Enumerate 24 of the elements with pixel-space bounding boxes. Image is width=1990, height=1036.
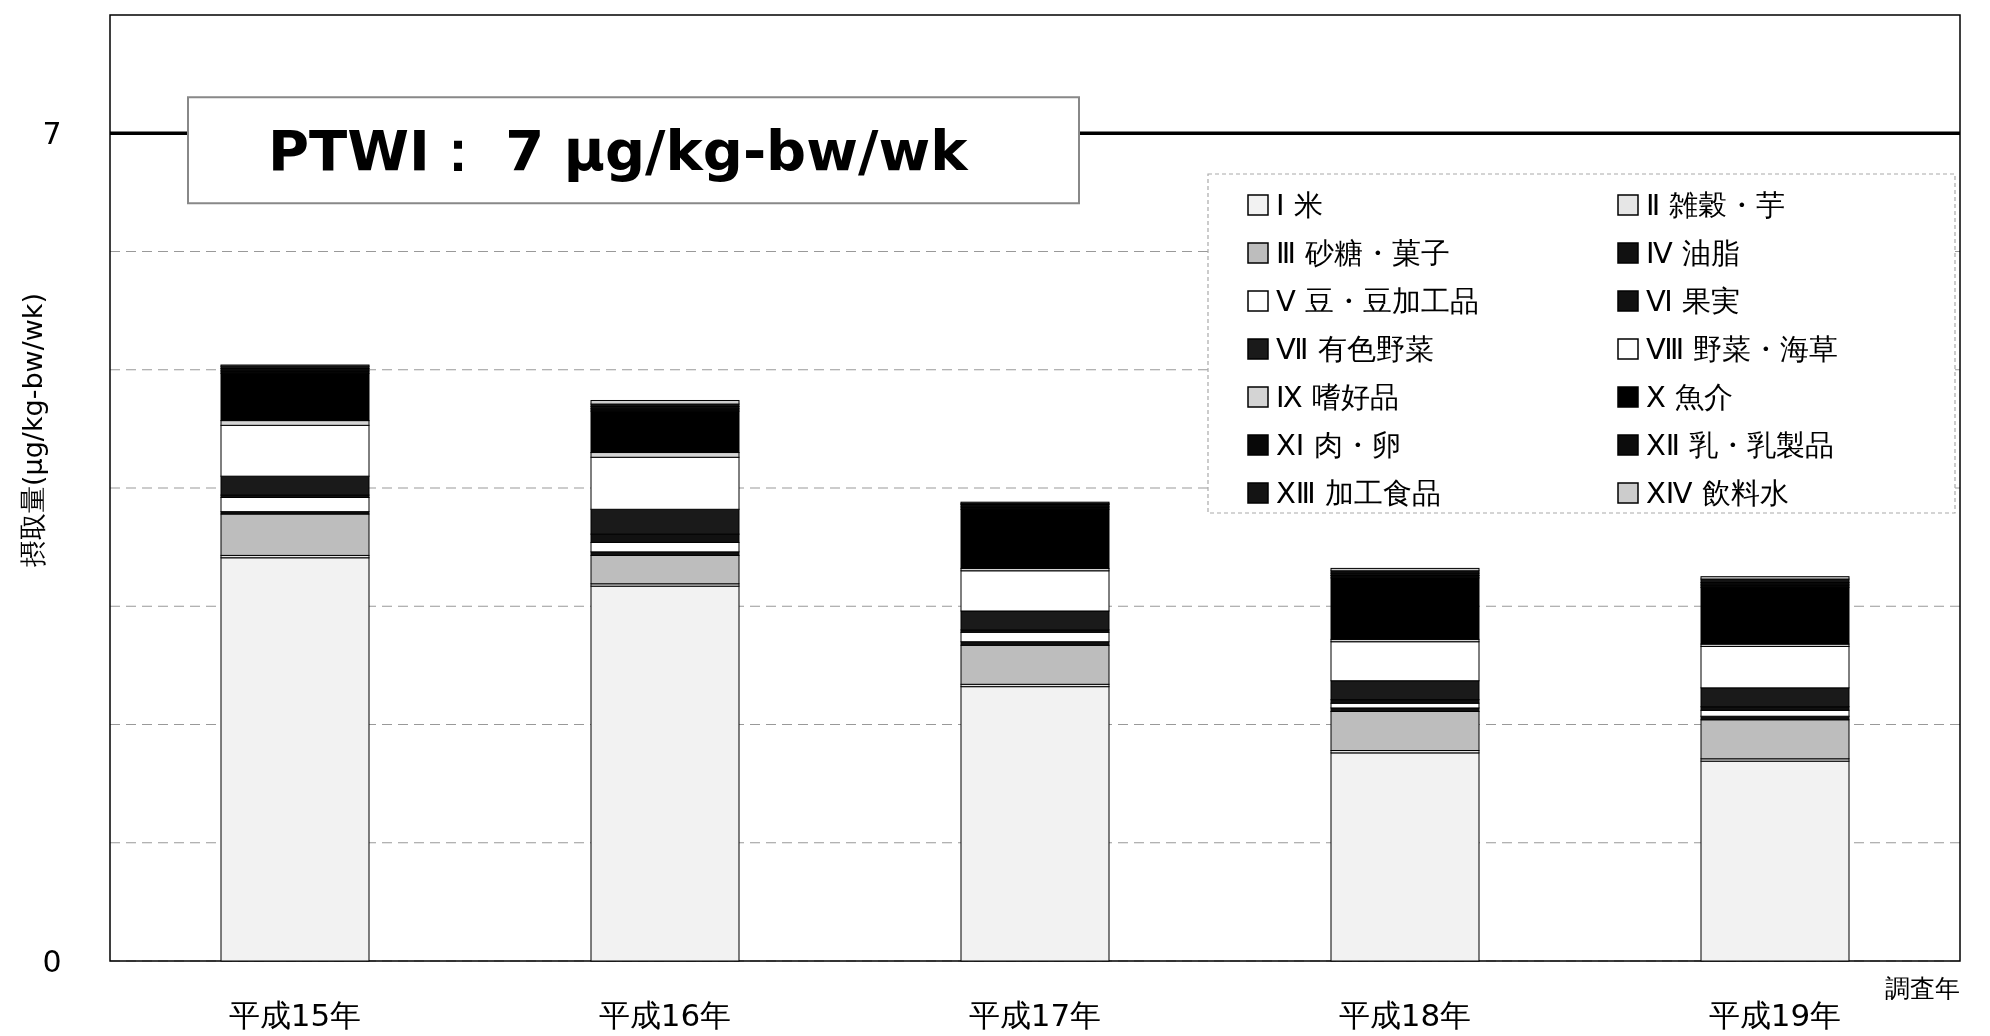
legend-label: Ⅷ 野菜・海草 [1646,332,1839,366]
y-axis-title: 摂取量(μg/kg-bw/wk) [16,292,48,568]
legend-label: Ⅶ 有色野菜 [1276,332,1434,366]
legend-label: Ⅰ 米 [1276,188,1323,222]
x-tick-label: 平成17年 [968,997,1102,1033]
x-tick-label: 平成18年 [1338,997,1472,1033]
ref-line-label: PTWI： 7 μg/kg-bw/wk [268,117,970,183]
y-tick-label: 0 [42,943,62,979]
x-tick-label: 平成16年 [598,997,732,1033]
legend-label: Ⅵ 果実 [1646,284,1740,318]
legend-label: Ⅴ 豆・豆加工品 [1276,284,1480,318]
x-tick-label: 平成19年 [1708,997,1842,1033]
x-tick-label: 平成15年 [228,997,362,1033]
legend-label: ⅩⅠ 肉・卵 [1276,428,1401,462]
legend-label: Ⅸ 嗜好品 [1276,380,1399,414]
legend-label: Ⅳ 油脂 [1646,236,1740,270]
legend-label: ⅩⅢ 加工食品 [1276,476,1442,510]
legend-label: Ⅲ 砂糖・菓子 [1276,236,1451,270]
legend-label: ⅩⅡ 乳・乳製品 [1646,428,1835,462]
legend-label: Ⅱ 雑穀・芋 [1646,188,1786,222]
legend-label: ⅩⅣ 飲料水 [1646,476,1789,510]
x-axis-title: 調査年 [1884,973,1960,1003]
y-tick-label: 7 [42,115,62,151]
legend-label: Ⅹ 魚介 [1646,380,1734,414]
